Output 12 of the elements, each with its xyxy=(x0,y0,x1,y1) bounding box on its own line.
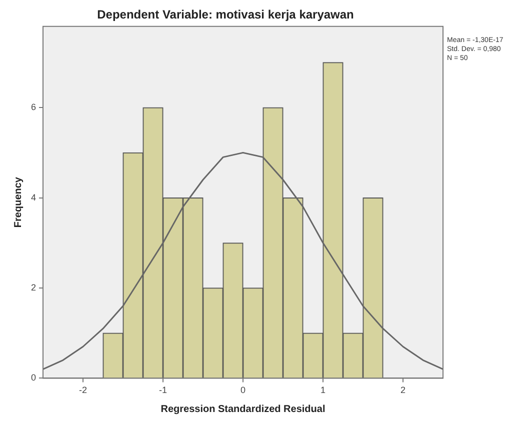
y-tick-label: 4 xyxy=(30,192,36,202)
chart-title: Dependent Variable: motivasi kerja karyawan xyxy=(97,8,354,22)
x-tick-label: -2 xyxy=(78,385,88,396)
x-tick-label: 2 xyxy=(400,385,406,396)
x-tick-label: -1 xyxy=(158,385,168,396)
y-tick-label: 0 xyxy=(30,372,36,383)
y-axis-title: Frequency xyxy=(12,176,24,228)
y-tick-label: 2 xyxy=(30,282,36,292)
x-tick-label: 0 xyxy=(240,385,246,396)
x-tick-label: 1 xyxy=(320,385,326,396)
y-tick-label: 6 xyxy=(30,102,36,112)
x-axis-title: Regression Standardized Residual xyxy=(160,404,326,415)
